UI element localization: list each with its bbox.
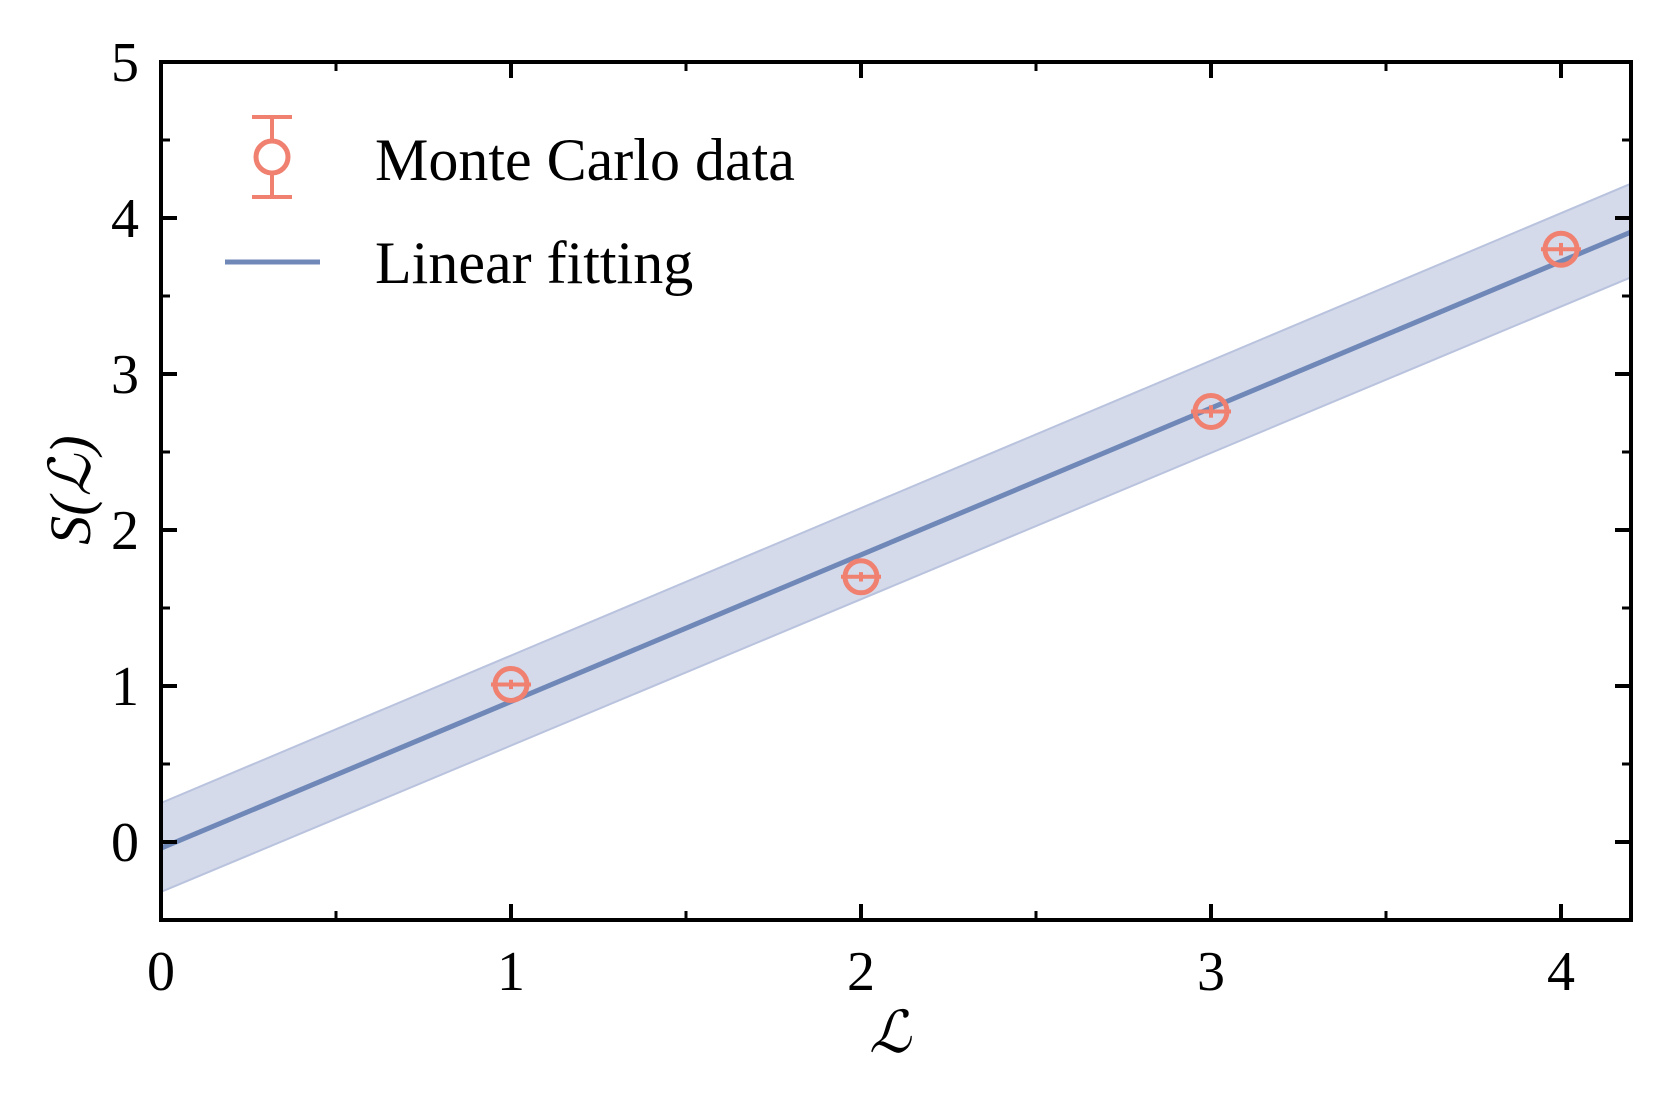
y-tick-label: 1 xyxy=(111,656,139,718)
fit-line-layer xyxy=(160,229,1632,851)
data-point xyxy=(1541,230,1581,268)
legend: Monte Carlo data Linear fitting xyxy=(225,115,795,296)
data-point xyxy=(491,665,531,703)
x-axis-label: ℒ xyxy=(869,1000,912,1065)
plot-frame xyxy=(159,60,1633,922)
x-tick-label: 4 xyxy=(1547,941,1575,1003)
x-tick-label: 0 xyxy=(147,941,175,1003)
x-tick-label: 2 xyxy=(847,941,875,1003)
y-tick-label: 2 xyxy=(111,500,139,562)
y-tick-label: 0 xyxy=(111,812,139,874)
data-marker xyxy=(1542,230,1580,268)
y-tick-label: 5 xyxy=(111,32,139,94)
y-tick-label: 3 xyxy=(111,344,139,406)
data-marker xyxy=(492,665,530,703)
data-point xyxy=(841,558,881,596)
data-marker xyxy=(1192,392,1230,430)
data-point xyxy=(1191,392,1231,430)
data-marker xyxy=(842,558,880,596)
data-points-layer xyxy=(491,230,1581,703)
x-tick-label: 1 xyxy=(497,941,525,1003)
x-tick-label: 3 xyxy=(1197,941,1225,1003)
legend-marker-monte-carlo xyxy=(252,115,292,199)
fit-line xyxy=(160,229,1632,851)
legend-label-linear-fitting: Linear fitting xyxy=(375,230,693,296)
tick-labels: 0 1 2 3 4 0 1 2 3 4 5 xyxy=(111,32,1575,1003)
legend-label-monte-carlo: Monte Carlo data xyxy=(375,127,795,193)
y-tick-label: 4 xyxy=(111,188,139,250)
axes xyxy=(159,60,1633,922)
y-axis-label: S(ℒ) xyxy=(38,435,103,544)
legend-circle xyxy=(253,138,291,176)
